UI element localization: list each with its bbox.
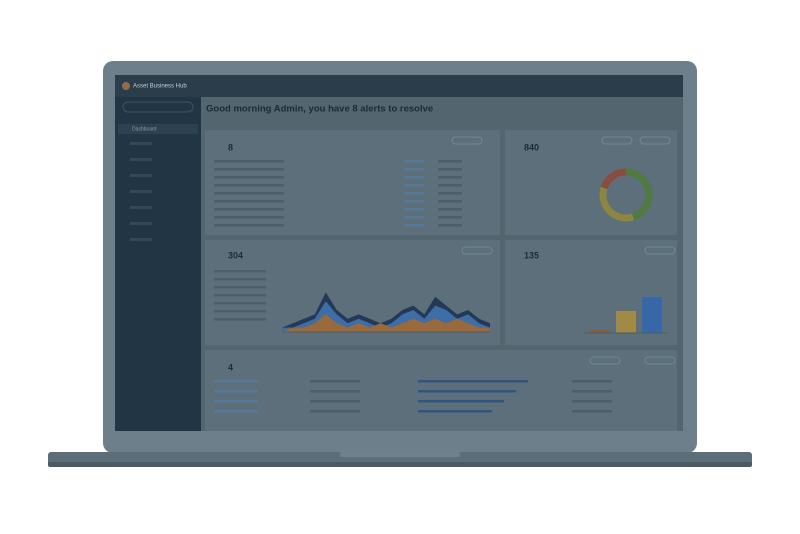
row-placeholder	[310, 390, 360, 393]
row-placeholder	[214, 176, 284, 179]
donut-segment	[600, 168, 627, 190]
bar	[642, 297, 662, 333]
row-placeholder	[438, 216, 462, 219]
button[interactable]	[601, 136, 633, 145]
row-placeholder	[214, 294, 266, 297]
button[interactable]	[639, 136, 671, 145]
row-placeholder	[404, 224, 424, 227]
row-placeholder	[404, 168, 424, 171]
row-placeholder	[572, 410, 612, 413]
sidebar	[115, 97, 201, 431]
button[interactable]	[451, 136, 483, 145]
donut-segment	[599, 186, 635, 222]
row-placeholder	[438, 224, 462, 227]
row-placeholder	[214, 160, 284, 163]
donut-segment	[625, 168, 653, 221]
row-placeholder	[214, 318, 266, 321]
progress	[418, 380, 528, 383]
row-placeholder	[214, 278, 266, 281]
row-placeholder	[404, 176, 424, 179]
row-placeholder	[214, 270, 266, 273]
row-placeholder	[214, 184, 284, 187]
row-placeholder	[214, 310, 266, 313]
bar	[590, 330, 610, 333]
card-value: 304	[228, 250, 243, 260]
row-placeholder	[404, 200, 424, 203]
button[interactable]	[461, 246, 493, 255]
card-value: 8	[228, 142, 233, 152]
row-placeholder	[404, 184, 424, 187]
row-placeholder	[214, 380, 258, 383]
row-placeholder	[214, 286, 266, 289]
row-placeholder	[214, 168, 284, 171]
bar	[616, 311, 636, 333]
progress	[418, 410, 492, 413]
row-placeholder	[438, 168, 462, 171]
row-placeholder	[572, 400, 612, 403]
row-placeholder	[438, 184, 462, 187]
row-placeholder	[572, 390, 612, 393]
row-placeholder	[214, 410, 258, 413]
row-placeholder	[404, 192, 424, 195]
row-placeholder	[404, 216, 424, 219]
row-placeholder	[214, 400, 258, 403]
row-placeholder	[214, 200, 284, 203]
row-placeholder	[310, 380, 360, 383]
greeting: Good morning Admin, you have 8 alerts to…	[206, 104, 433, 115]
card-value: 4	[228, 362, 233, 372]
progress	[418, 400, 504, 403]
nav-placeholder	[130, 222, 152, 225]
card	[205, 130, 500, 235]
top-bar	[115, 75, 683, 97]
area	[282, 314, 490, 332]
app-name: Asset Business Hub	[133, 84, 187, 90]
nav-placeholder	[130, 190, 152, 193]
workspace-select[interactable]	[122, 101, 194, 113]
row-placeholder	[404, 160, 424, 163]
app-logo	[122, 82, 130, 90]
button[interactable]	[589, 356, 621, 365]
nav-item[interactable]: Dashboard	[132, 126, 157, 132]
row-placeholder	[214, 302, 266, 305]
laptop-notch	[340, 452, 460, 457]
row-placeholder	[214, 224, 284, 227]
button[interactable]	[644, 356, 676, 365]
row-placeholder	[572, 380, 612, 383]
row-placeholder	[310, 410, 360, 413]
row-placeholder	[438, 192, 462, 195]
card-value: 840	[524, 142, 539, 152]
nav-active[interactable]	[118, 124, 198, 134]
laptop-base-edge	[48, 462, 752, 467]
row-placeholder	[438, 208, 462, 211]
nav-placeholder	[130, 238, 152, 241]
row-placeholder	[214, 192, 284, 195]
row-placeholder	[310, 400, 360, 403]
nav-placeholder	[130, 174, 152, 177]
progress	[418, 390, 516, 393]
row-placeholder	[404, 208, 424, 211]
nav-placeholder	[130, 142, 152, 145]
nav-placeholder	[130, 206, 152, 209]
row-placeholder	[214, 390, 258, 393]
card-value: 135	[524, 250, 539, 260]
nav-placeholder	[130, 158, 152, 161]
row-placeholder	[438, 176, 462, 179]
button[interactable]	[644, 246, 676, 255]
row-placeholder	[214, 208, 284, 211]
row-placeholder	[214, 216, 284, 219]
row-placeholder	[438, 200, 462, 203]
row-placeholder	[438, 160, 462, 163]
